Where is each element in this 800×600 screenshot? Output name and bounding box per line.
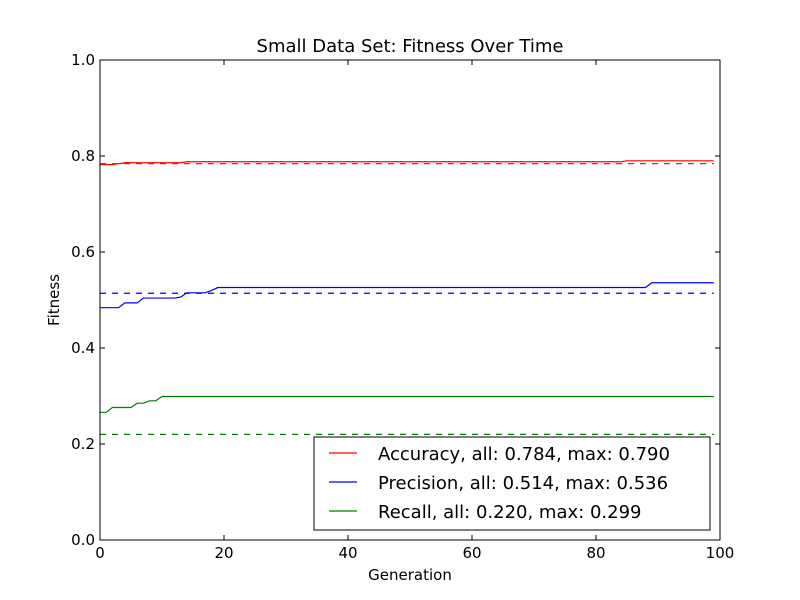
x-tick-label: 60 — [462, 544, 481, 562]
y-tick-label: 0.2 — [71, 435, 95, 453]
chart-title: Small Data Set: Fitness Over Time — [257, 36, 564, 57]
y-tick-label: 0.4 — [71, 339, 95, 357]
legend-label-1: Precision, all: 0.514, max: 0.536 — [378, 473, 668, 494]
y-tick-label: 1.0 — [71, 51, 95, 69]
legend-label-2: Recall, all: 0.220, max: 0.299 — [378, 502, 641, 523]
x-tick-label: 40 — [338, 544, 357, 562]
ticks-layer: 0 20 40 60 80 100 0.0 0.2 0.4 0.6 0.8 1.0 — [71, 51, 734, 562]
series-2-line — [100, 395, 714, 413]
series-1 — [100, 282, 714, 309]
x-tick-label: 80 — [586, 544, 605, 562]
plot-frame — [99, 59, 721, 541]
series-0 — [100, 160, 714, 166]
series-layer — [100, 160, 714, 435]
series-2 — [100, 395, 714, 435]
y-tick-label: 0.0 — [71, 531, 95, 549]
y-tick-label: 0.6 — [71, 243, 95, 261]
x-tick-label: 100 — [706, 544, 735, 562]
legend-label-0: Accuracy, all: 0.784, max: 0.790 — [378, 444, 670, 465]
y-axis-label: Fitness — [45, 274, 63, 326]
legend: Accuracy, all: 0.784, max: 0.790 Precisio… — [313, 436, 711, 531]
x-tick-label: 20 — [214, 544, 233, 562]
x-tick-label: 0 — [95, 544, 105, 562]
series-0-line — [100, 160, 714, 166]
y-tick-label: 0.8 — [71, 147, 95, 165]
x-axis-label: Generation — [368, 566, 452, 584]
series-1-line — [100, 282, 714, 309]
legend-box — [313, 436, 711, 531]
